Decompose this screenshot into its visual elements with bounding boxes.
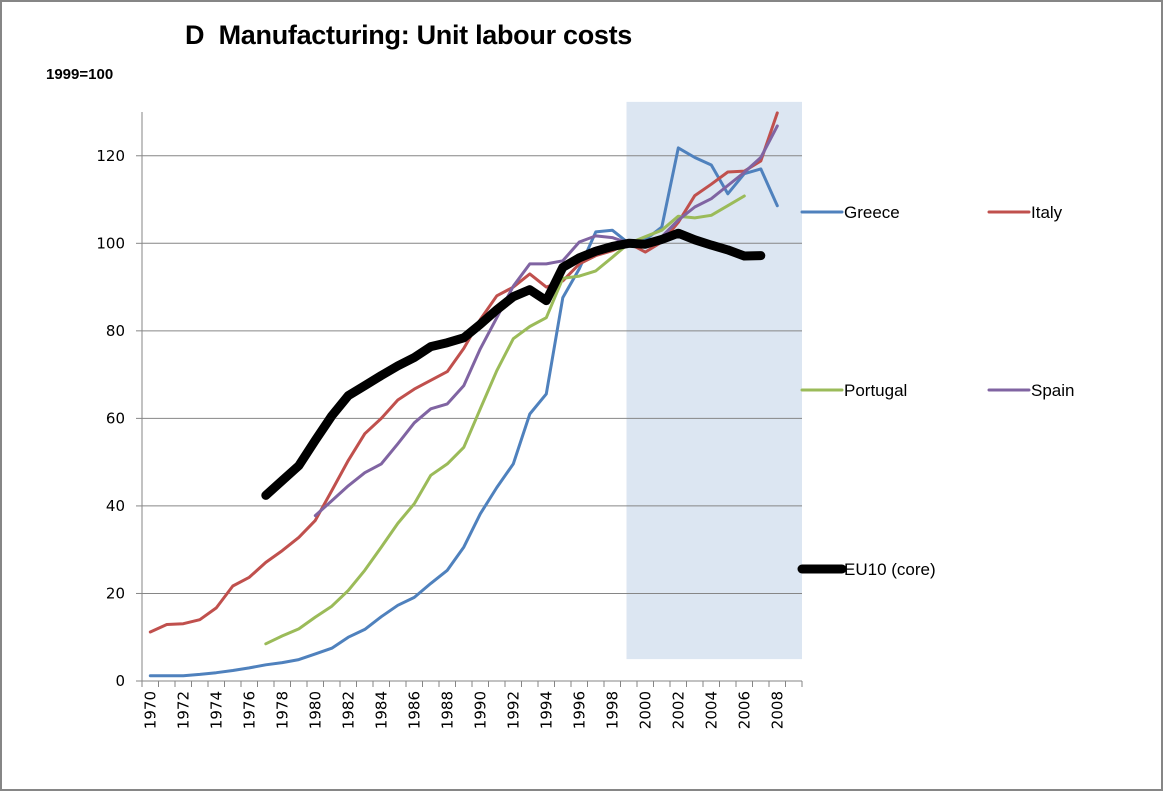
x-tick-label: 2000 bbox=[636, 691, 654, 729]
y-tick-label: 60 bbox=[106, 409, 125, 427]
y-tick-label: 40 bbox=[106, 497, 125, 515]
axes: 0 20 40 60 80 100 120 1970 1972 1974 1976 1978 1980 1… bbox=[96, 112, 803, 729]
series-line-spain bbox=[313, 124, 779, 518]
x-tick-label: 1982 bbox=[339, 691, 357, 729]
y-axis-unit-label: 1999=100 bbox=[46, 66, 114, 83]
x-tick-label: 2008 bbox=[768, 691, 786, 729]
legend-label-eu10-core: EU10 (core) bbox=[844, 560, 936, 579]
x-tick-label: 1988 bbox=[438, 691, 456, 729]
shaded-region-layer bbox=[626, 101, 802, 660]
x-tick-label: 1992 bbox=[504, 691, 522, 729]
x-tick-label: 1978 bbox=[273, 691, 291, 729]
x-tick-label: 1998 bbox=[603, 691, 621, 729]
shaded-region-euro-period bbox=[626, 101, 802, 660]
x-tick-label: 1986 bbox=[405, 691, 423, 729]
legend-label-greece: Greece bbox=[844, 203, 900, 222]
x-tick-label: 1994 bbox=[537, 691, 555, 729]
x-tick-label: 1984 bbox=[372, 691, 390, 729]
series-line-italy bbox=[148, 111, 779, 634]
legend: Greece Italy Portugal Spain EU10 (core) bbox=[797, 203, 1074, 579]
y-tick-label: 0 bbox=[115, 672, 125, 690]
x-tick-label: 1970 bbox=[141, 691, 159, 729]
x-tick-label: 2006 bbox=[735, 691, 753, 729]
legend-label-italy: Italy bbox=[1031, 203, 1063, 222]
x-tick-label: 1990 bbox=[471, 691, 489, 729]
x-tick-label: 1976 bbox=[240, 691, 258, 729]
chart-title: D Manufacturing: Unit labour costs bbox=[185, 20, 633, 50]
x-tick-label: 1980 bbox=[306, 691, 324, 729]
series-line-portugal bbox=[264, 194, 746, 646]
x-tick-label: 2002 bbox=[669, 691, 687, 729]
x-tick-label: 1972 bbox=[174, 691, 192, 729]
y-tick-label: 120 bbox=[96, 147, 125, 165]
series-lines bbox=[148, 111, 779, 678]
y-tick-label: 80 bbox=[106, 322, 125, 340]
y-tick-label: 100 bbox=[96, 234, 125, 252]
series-line-eu10-core bbox=[261, 228, 766, 500]
series-line-greece bbox=[148, 146, 779, 678]
x-tick-label: 1974 bbox=[207, 691, 225, 729]
y-tick-label: 20 bbox=[106, 584, 125, 602]
x-tick-label: 2004 bbox=[702, 691, 720, 729]
legend-label-spain: Spain bbox=[1031, 381, 1074, 400]
legend-label-portugal: Portugal bbox=[844, 381, 907, 400]
x-tick-label: 1996 bbox=[570, 691, 588, 729]
